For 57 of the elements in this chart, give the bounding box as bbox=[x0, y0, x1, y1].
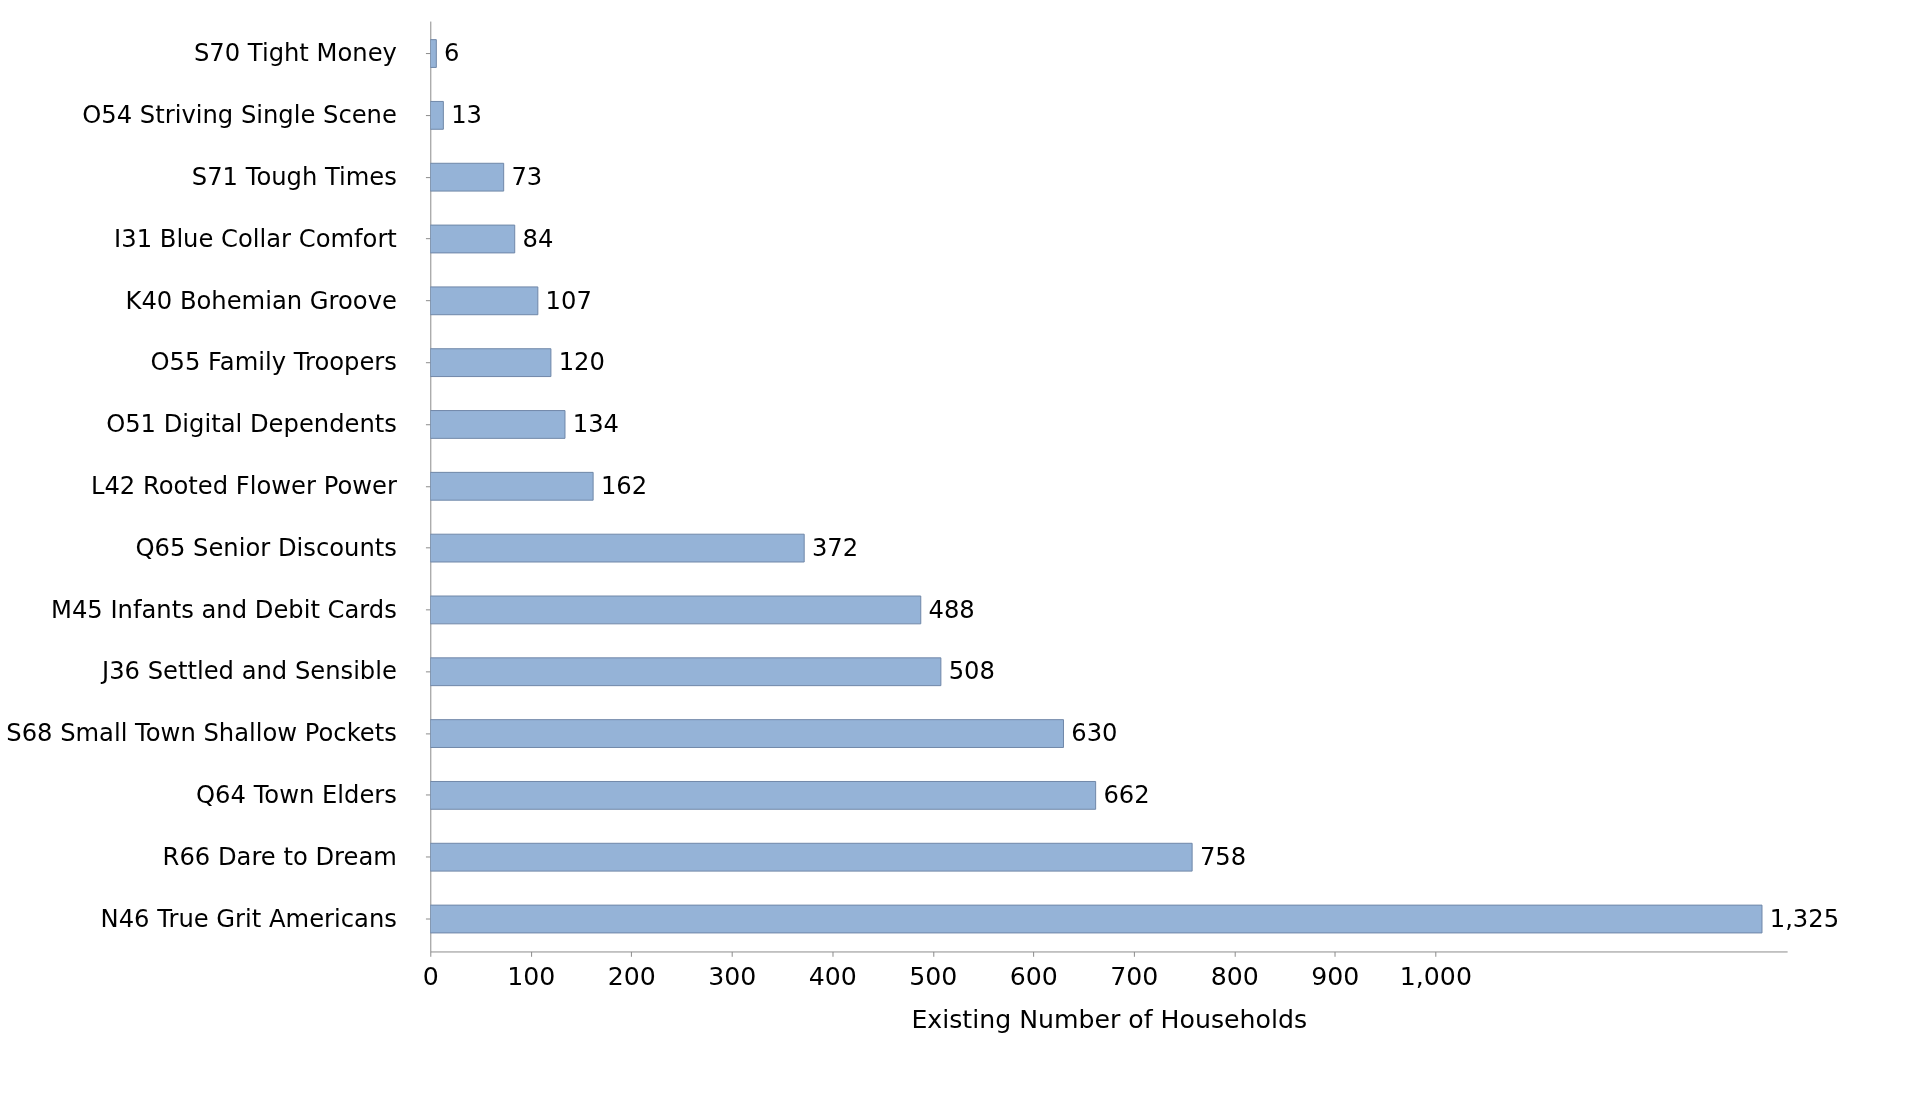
x-tick-label: 300 bbox=[708, 961, 757, 991]
y-tick-label: O51 Digital Dependents bbox=[106, 410, 397, 439]
data-label: 758 bbox=[1199, 842, 1247, 871]
x-tick-label: 600 bbox=[1009, 961, 1058, 991]
bar bbox=[430, 533, 805, 563]
y-tick-label: Q65 Senior Discounts bbox=[135, 533, 397, 562]
x-tick-label: 0 bbox=[422, 961, 439, 991]
bar bbox=[430, 224, 516, 254]
y-tick-label: M45 Infants and Debit Cards bbox=[51, 595, 397, 624]
bar bbox=[430, 657, 942, 687]
data-label: 107 bbox=[545, 286, 592, 315]
y-tick-label: L42 Rooted Flower Power bbox=[90, 472, 397, 501]
bar bbox=[430, 39, 437, 68]
data-label: 662 bbox=[1103, 781, 1150, 810]
bar bbox=[430, 842, 1193, 872]
data-label: 1,325 bbox=[1769, 904, 1840, 933]
y-tick-label: I31 Blue Collar Comfort bbox=[114, 224, 397, 253]
data-label: 6 bbox=[444, 39, 460, 68]
bar bbox=[430, 471, 594, 501]
data-label: 13 bbox=[451, 101, 482, 130]
x-tick-label: 1,000 bbox=[1399, 961, 1472, 991]
x-tick-label: 700 bbox=[1110, 961, 1159, 991]
bar bbox=[430, 780, 1097, 810]
bar bbox=[430, 162, 505, 192]
bar bbox=[430, 410, 566, 439]
x-tick-label: 400 bbox=[808, 961, 857, 991]
data-label: 508 bbox=[948, 657, 995, 686]
y-tick-label: Q64 Town Elders bbox=[196, 781, 397, 810]
x-tick-label: 900 bbox=[1311, 961, 1360, 991]
data-label: 73 bbox=[511, 162, 543, 191]
bar bbox=[430, 719, 1064, 748]
bar bbox=[430, 904, 1763, 934]
data-label: 488 bbox=[928, 595, 975, 624]
bar bbox=[430, 100, 444, 130]
x-tick-label: 500 bbox=[909, 961, 958, 991]
data-label: 120 bbox=[558, 348, 605, 377]
y-tick-label: N46 True Grit Americans bbox=[100, 904, 397, 933]
y-tick-label: K40 Bohemian Groove bbox=[125, 286, 397, 315]
y-tick-label: O54 Striving Single Scene bbox=[82, 101, 397, 130]
bar bbox=[430, 595, 922, 625]
y-tick-label: S71 Tough Times bbox=[191, 162, 397, 191]
data-label: 162 bbox=[600, 472, 648, 501]
bar bbox=[430, 286, 539, 316]
data-label: 372 bbox=[811, 533, 859, 562]
x-axis-title: Existing Number of Households bbox=[911, 1004, 1308, 1034]
y-tick-label: S70 Tight Money bbox=[193, 39, 397, 68]
data-label: 630 bbox=[1071, 719, 1118, 748]
y-tick-label: J36 Settled and Sensible bbox=[100, 657, 397, 686]
y-tick-label: S68 Small Town Shallow Pockets bbox=[6, 719, 397, 748]
x-tick-label: 200 bbox=[607, 961, 656, 991]
bar bbox=[430, 348, 552, 378]
x-tick-label: 800 bbox=[1210, 961, 1259, 991]
y-tick-label: O55 Family Troopers bbox=[150, 348, 397, 377]
y-tick-label: R66 Dare to Dream bbox=[162, 842, 397, 871]
data-label: 134 bbox=[572, 410, 619, 439]
data-label: 84 bbox=[522, 224, 554, 253]
x-tick-label: 100 bbox=[507, 961, 556, 991]
